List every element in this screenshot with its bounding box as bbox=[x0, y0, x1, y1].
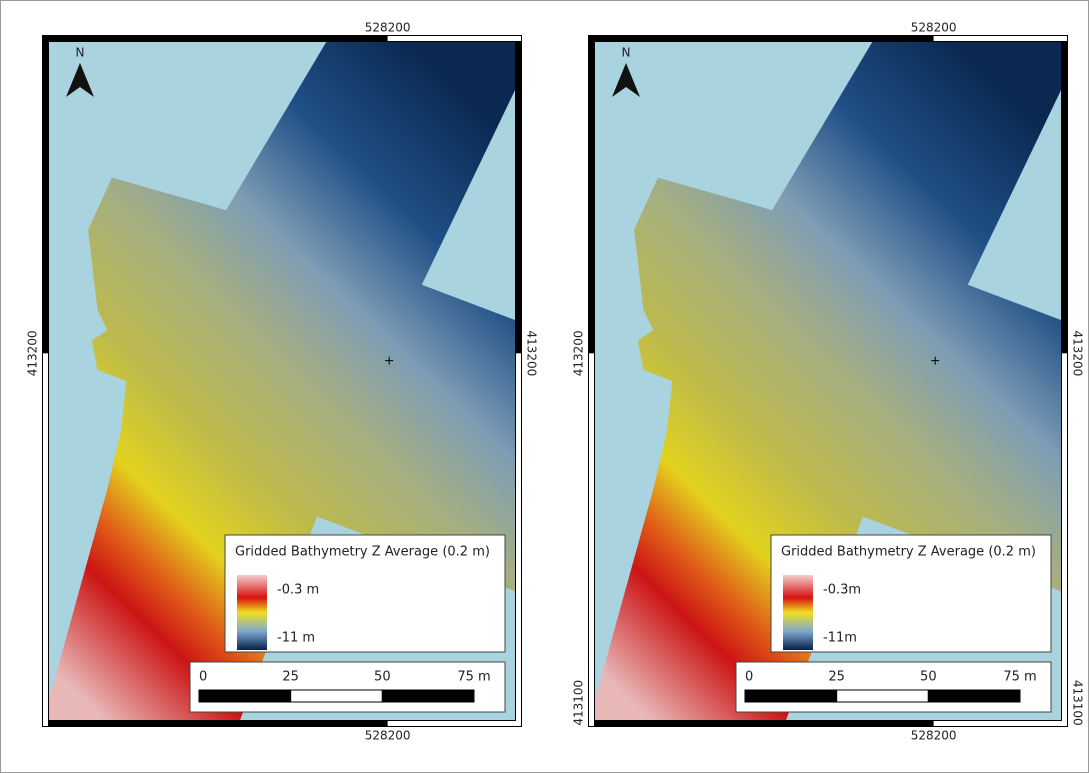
scale-segment bbox=[291, 690, 383, 702]
legend-min: -11 m bbox=[277, 631, 315, 646]
frame-white bbox=[589, 353, 594, 726]
legend-title: Gridded Bathymetry Z Average (0.2 m) bbox=[235, 545, 490, 560]
legend-ramp bbox=[237, 575, 267, 650]
figure: N 528200 528200 413200 413200 Gridded Bathyme… bbox=[0, 0, 1089, 773]
north-label: N bbox=[76, 46, 85, 60]
map-panel: N 528200 528200 413200 413200 Gridded Bathyme… bbox=[26, 21, 539, 743]
scale-label: 25 bbox=[828, 670, 845, 685]
coord-label: 413200 bbox=[26, 330, 40, 376]
frame-white bbox=[934, 721, 1067, 726]
scale-label: 50 bbox=[374, 670, 391, 685]
coord-label: 413200 bbox=[525, 330, 539, 376]
scale-segment bbox=[745, 690, 837, 702]
map-panel: N 528200 528200 413200 413100 413200 413100 Gri… bbox=[572, 21, 1085, 743]
frame-white bbox=[1062, 353, 1067, 726]
scale-label: 50 bbox=[920, 670, 937, 685]
frame-white bbox=[388, 36, 521, 41]
legend-ramp bbox=[783, 575, 813, 650]
coord-label: 413200 bbox=[1071, 330, 1085, 376]
coord-label: 413100 bbox=[1071, 680, 1085, 726]
coord-label: 528200 bbox=[365, 729, 411, 743]
scale-segment bbox=[928, 690, 1020, 702]
scale-label: 0 bbox=[199, 670, 207, 685]
coord-label: 413100 bbox=[572, 680, 586, 726]
scale-segment bbox=[199, 690, 291, 702]
legend-max: -0.3 m bbox=[277, 583, 319, 598]
scale-label: 25 bbox=[282, 670, 299, 685]
scale-segment bbox=[382, 690, 474, 702]
coord-label: 413200 bbox=[572, 330, 586, 376]
scale-label: 75 m bbox=[457, 670, 490, 685]
frame-white bbox=[388, 721, 521, 726]
frame-white bbox=[43, 353, 48, 726]
coord-label: 528200 bbox=[911, 21, 957, 35]
north-label: N bbox=[622, 46, 631, 60]
legend-min: -11m bbox=[823, 631, 857, 646]
scale-segment bbox=[837, 690, 929, 702]
legend-title: Gridded Bathymetry Z Average (0.2 m) bbox=[781, 545, 1036, 560]
scale-label: 0 bbox=[745, 670, 753, 685]
frame-white bbox=[516, 353, 521, 726]
coord-label: 528200 bbox=[365, 21, 411, 35]
coord-label: 528200 bbox=[911, 729, 957, 743]
frame-white bbox=[934, 36, 1067, 41]
scale-label: 75 m bbox=[1003, 670, 1036, 685]
legend-max: -0.3m bbox=[823, 583, 861, 598]
